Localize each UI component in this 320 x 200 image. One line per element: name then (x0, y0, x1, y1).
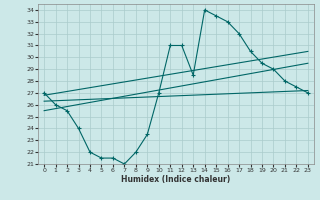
X-axis label: Humidex (Indice chaleur): Humidex (Indice chaleur) (121, 175, 231, 184)
